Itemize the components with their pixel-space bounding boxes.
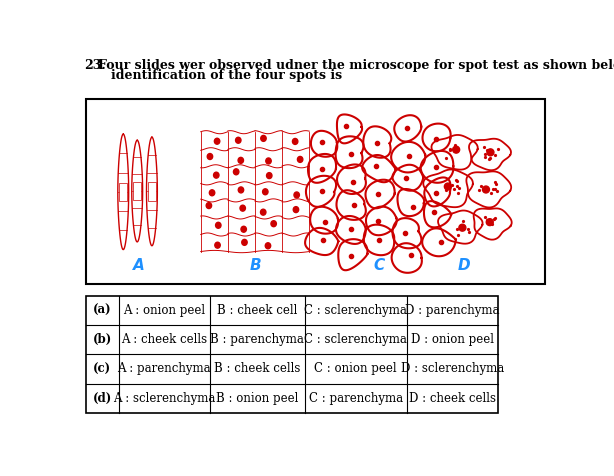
Ellipse shape <box>233 169 239 175</box>
Ellipse shape <box>266 173 272 178</box>
Ellipse shape <box>206 203 212 208</box>
Circle shape <box>487 149 494 156</box>
Text: A : onion peel: A : onion peel <box>123 304 206 317</box>
Ellipse shape <box>214 138 220 144</box>
Bar <box>86 296 499 413</box>
Circle shape <box>453 146 460 153</box>
Text: B : cheek cell: B : cheek cell <box>217 304 298 317</box>
Ellipse shape <box>261 135 266 141</box>
Text: C: C <box>373 258 384 274</box>
Bar <box>120 183 127 201</box>
Text: D : cheek cells: D : cheek cells <box>409 392 496 405</box>
Ellipse shape <box>208 154 212 159</box>
Ellipse shape <box>266 158 271 164</box>
Ellipse shape <box>209 190 215 196</box>
Bar <box>86 99 545 284</box>
Text: C : parenchyma: C : parenchyma <box>309 392 403 405</box>
Text: 23.: 23. <box>85 59 106 72</box>
Circle shape <box>459 224 466 231</box>
Text: D: D <box>458 258 470 274</box>
Ellipse shape <box>293 207 298 213</box>
Text: (a): (a) <box>93 304 112 317</box>
Ellipse shape <box>242 239 247 245</box>
Ellipse shape <box>241 226 246 232</box>
Bar <box>133 182 141 200</box>
Bar <box>148 182 156 201</box>
Ellipse shape <box>271 221 276 227</box>
Text: B: B <box>249 258 261 274</box>
Text: (b): (b) <box>93 333 112 346</box>
Ellipse shape <box>215 242 220 248</box>
Ellipse shape <box>238 158 244 163</box>
Ellipse shape <box>294 192 300 198</box>
Text: (c): (c) <box>93 362 111 376</box>
Ellipse shape <box>297 157 303 162</box>
Ellipse shape <box>260 209 266 215</box>
Text: D : sclerenchyma: D : sclerenchyma <box>401 362 504 376</box>
Ellipse shape <box>238 187 244 193</box>
Circle shape <box>445 183 451 190</box>
Ellipse shape <box>265 243 271 249</box>
Text: D : onion peel: D : onion peel <box>411 333 494 346</box>
Text: B : parenchyma: B : parenchyma <box>211 333 305 346</box>
Text: A : parenchyma: A : parenchyma <box>117 362 211 376</box>
Text: A : cheek cells: A : cheek cells <box>121 333 208 346</box>
Ellipse shape <box>240 205 246 211</box>
Text: C : sclerenchyma: C : sclerenchyma <box>305 333 407 346</box>
Text: B : onion peel: B : onion peel <box>216 392 298 405</box>
Text: B : cheek cells: B : cheek cells <box>214 362 300 376</box>
Text: D : parenchyma: D : parenchyma <box>405 304 500 317</box>
Text: (d): (d) <box>93 392 112 405</box>
Ellipse shape <box>236 137 241 143</box>
Text: A : sclerenchyma: A : sclerenchyma <box>113 392 216 405</box>
Circle shape <box>486 218 493 226</box>
Text: Four slides wer observed udner the microscope for spot test as shown below. The : Four slides wer observed udner the micro… <box>98 59 614 72</box>
Text: C : sclerenchyma: C : sclerenchyma <box>305 304 407 317</box>
Text: C : onion peel: C : onion peel <box>314 362 397 376</box>
Text: A: A <box>133 258 145 274</box>
Ellipse shape <box>263 189 268 195</box>
Ellipse shape <box>216 222 221 228</box>
Circle shape <box>483 186 489 193</box>
Ellipse shape <box>214 172 219 178</box>
Text: identification of the four spots is: identification of the four spots is <box>111 69 342 82</box>
Ellipse shape <box>292 139 298 144</box>
